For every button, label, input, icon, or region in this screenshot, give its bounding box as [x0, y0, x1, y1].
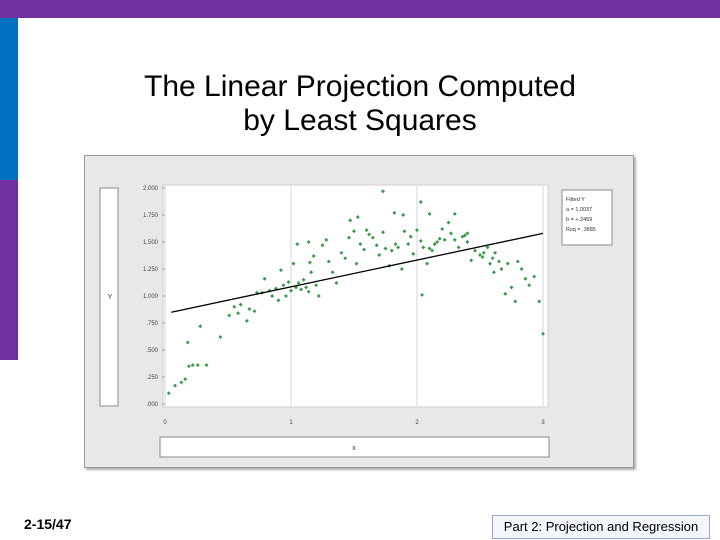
data-point [440, 227, 445, 232]
data-point [281, 283, 286, 288]
data-point [503, 291, 508, 296]
x-tick-label: 1 [289, 420, 293, 426]
data-point [499, 267, 504, 271]
data-point [523, 276, 528, 281]
data-point [532, 274, 537, 279]
y-tick-label: 1.250 [143, 267, 159, 273]
slide-title-line2: by Least Squares [243, 104, 477, 137]
data-point [316, 294, 321, 298]
data-point [185, 340, 190, 345]
legend-line: Rsq = .3885 [566, 227, 596, 233]
slide-number: 2-15/47 [24, 516, 72, 532]
x-tick-label: 0 [163, 420, 167, 426]
data-point [244, 318, 249, 323]
data-point [173, 383, 178, 388]
data-point [247, 306, 252, 311]
y-tick-label: 1.000 [143, 294, 159, 300]
data-point [186, 364, 191, 369]
data-point [278, 268, 283, 273]
data-point [509, 285, 514, 290]
data-point [381, 189, 385, 194]
data-point [238, 302, 243, 307]
slide-title: The Linear Projection Computed by Least … [100, 70, 620, 138]
data-point [301, 277, 306, 282]
data-point [408, 234, 413, 239]
data-point [377, 252, 382, 257]
top-accent-bar [0, 0, 720, 18]
data-point [232, 304, 237, 309]
scatter-chart: Y .000 .250 .500 .750 1.000 1.250 1.500 1.750 2.… [99, 184, 613, 458]
y-tick-label: 1.500 [143, 240, 159, 246]
data-point [289, 288, 293, 293]
data-point [306, 240, 311, 244]
left-bar-purple-segment [0, 180, 18, 360]
data-point [515, 259, 520, 264]
data-point [166, 391, 171, 396]
y-tick-label: .250 [146, 375, 158, 381]
data-point [432, 242, 437, 247]
data-point [276, 298, 281, 303]
data-point [286, 279, 291, 284]
data-point [306, 289, 311, 294]
legend-panel [561, 189, 613, 246]
data-point [218, 335, 223, 340]
legend-line: b = +.2459 [566, 217, 592, 223]
left-accent-bar [0, 18, 18, 540]
y-tick-label: 1.750 [143, 213, 159, 219]
data-point [355, 215, 360, 220]
legend-line: Fitted Y [566, 197, 585, 203]
y-tick-label: .000 [146, 402, 158, 408]
data-point [291, 261, 296, 266]
y-label-panel [99, 187, 119, 407]
fit-line [171, 232, 544, 313]
data-point [491, 270, 496, 275]
data-point [314, 283, 319, 288]
data-point [469, 258, 474, 263]
y-tick-labels: .000 .250 .500 .750 1.000 1.250 1.500 1.750 2.00… [143, 186, 159, 408]
left-bar-blue-segment [0, 18, 18, 180]
plot-area [162, 184, 549, 408]
data-point [183, 377, 188, 382]
y-tick-label: .500 [146, 348, 158, 354]
y-tick-label: 2.000 [143, 186, 159, 192]
fit-line-group [171, 232, 544, 313]
legend-line: a = 1.0037 [566, 207, 592, 213]
y-tick-label: .750 [146, 321, 158, 327]
data-point [270, 294, 275, 298]
grid-lines [162, 185, 544, 407]
x-tick-labels: 0 1 2 3 [163, 420, 545, 426]
footer-label: Part 2: Projection and Regression [492, 515, 710, 539]
x-label-panel [159, 436, 550, 458]
x-tick-label: 3 [541, 420, 545, 426]
y-axis-label: Y [108, 294, 113, 301]
x-tick-label: 2 [415, 420, 419, 426]
left-bar-white-segment [0, 360, 18, 540]
data-point [381, 230, 385, 235]
data-point [334, 281, 339, 286]
data-point [299, 287, 304, 292]
data-point [198, 324, 203, 329]
slide-title-line1: The Linear Projection Computed [144, 70, 576, 103]
data-point [179, 380, 184, 385]
data-point [295, 242, 300, 247]
data-point [480, 255, 485, 260]
data-point [326, 259, 331, 264]
x-axis-label: x [352, 445, 356, 452]
legend-text: Fitted Y a = 1.0037 b = +.2459 Rsq = .3885 [566, 197, 596, 233]
